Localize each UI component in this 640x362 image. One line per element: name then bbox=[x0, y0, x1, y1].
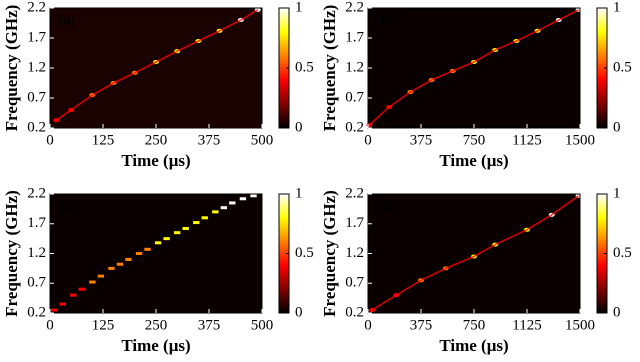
colorbar-tick-label: 0 bbox=[295, 119, 303, 135]
panel-label: (c) bbox=[58, 198, 75, 214]
x-tick-label: 1500 bbox=[565, 317, 595, 333]
ridge-segment bbox=[220, 206, 228, 210]
x-tick-label: 125 bbox=[92, 132, 115, 148]
x-tick-label: 375 bbox=[410, 317, 433, 333]
y-axis-label: Frequency (GHz) bbox=[320, 5, 339, 132]
x-tick-label: 750 bbox=[463, 317, 486, 333]
ridge-segment bbox=[89, 280, 96, 284]
ridge-segment bbox=[125, 257, 132, 261]
x-tick-label: 1500 bbox=[565, 132, 595, 148]
ridge-segment bbox=[193, 221, 200, 225]
ridge-segment bbox=[174, 231, 181, 235]
y-tick-label: 0.2 bbox=[27, 304, 46, 320]
colorbar-tick-label: 0 bbox=[613, 119, 621, 135]
colorbar-tick-label: 1 bbox=[295, 0, 303, 15]
y-tick-label: 0.7 bbox=[27, 89, 46, 105]
x-tick-label: 250 bbox=[145, 132, 168, 148]
panel-label: (d) bbox=[376, 198, 394, 214]
y-tick-label: 1.2 bbox=[27, 245, 46, 261]
ridge-segment bbox=[135, 252, 143, 255]
x-tick-label: 375 bbox=[198, 132, 221, 148]
x-tick-label: 500 bbox=[251, 132, 274, 148]
y-tick-label: 1.7 bbox=[27, 215, 46, 231]
y-tick-label: 1.2 bbox=[345, 245, 364, 261]
ridge-line bbox=[371, 195, 580, 311]
ridge-segment bbox=[70, 293, 77, 297]
y-tick-label: 2.2 bbox=[27, 0, 46, 15]
ridge-segment bbox=[212, 210, 219, 214]
y-tick-label: 0.2 bbox=[345, 119, 364, 135]
x-tick-label: 1125 bbox=[512, 132, 541, 148]
ridge-segment bbox=[116, 262, 124, 266]
y-tick-label: 0.7 bbox=[345, 89, 364, 105]
ridge-segment bbox=[78, 287, 85, 291]
colorbar-tick-label: 0 bbox=[613, 304, 621, 320]
ridge-segment bbox=[163, 237, 170, 241]
colorbar-tick-label: 0.5 bbox=[613, 59, 632, 75]
ridge-segment bbox=[108, 266, 115, 270]
y-axis-label: Frequency (GHz) bbox=[320, 190, 339, 317]
colorbar-tick-label: 1 bbox=[295, 185, 303, 201]
ridge-segment bbox=[201, 216, 208, 220]
y-tick-label: 1.7 bbox=[345, 215, 364, 231]
ridge-line bbox=[368, 9, 579, 126]
x-axis-label: Time (μs) bbox=[439, 336, 508, 355]
ridge-segment bbox=[144, 247, 151, 251]
ridge-segment bbox=[182, 227, 189, 231]
ridge-segment bbox=[250, 194, 257, 198]
x-axis-label: Time (μs) bbox=[121, 336, 190, 355]
ridge-segment bbox=[239, 197, 247, 201]
y-tick-label: 0.7 bbox=[345, 275, 364, 291]
colorbar-tick-label: 0 bbox=[295, 304, 303, 320]
x-tick-label: 750 bbox=[463, 132, 486, 148]
y-tick-label: 0.2 bbox=[345, 304, 364, 320]
colorbar-tick-label: 0.5 bbox=[295, 59, 314, 75]
y-tick-label: 1.7 bbox=[345, 29, 364, 45]
y-tick-label: 1.7 bbox=[27, 29, 46, 45]
plot-background bbox=[368, 194, 580, 313]
ridge-segment bbox=[51, 308, 58, 312]
y-tick-label: 2.2 bbox=[345, 0, 364, 15]
y-tick-label: 1.2 bbox=[345, 59, 364, 75]
y-tick-label: 2.2 bbox=[27, 185, 46, 201]
colorbar-tick-label: 0.5 bbox=[613, 245, 632, 261]
x-tick-label: 125 bbox=[92, 317, 115, 333]
y-tick-label: 0.2 bbox=[27, 119, 46, 135]
ridge-line bbox=[55, 9, 259, 121]
x-tick-label: 375 bbox=[198, 317, 221, 333]
y-tick-label: 0.7 bbox=[27, 275, 46, 291]
y-tick-label: 2.2 bbox=[345, 185, 364, 201]
x-tick-label: 500 bbox=[251, 317, 274, 333]
colorbar-tick-label: 1 bbox=[613, 0, 621, 15]
x-tick-label: 0 bbox=[46, 317, 54, 333]
y-tick-label: 1.2 bbox=[27, 59, 46, 75]
x-axis-label: Time (μs) bbox=[439, 151, 508, 170]
x-tick-label: 0 bbox=[364, 132, 372, 148]
y-axis-label: Frequency (GHz) bbox=[2, 5, 21, 132]
ridge-segment bbox=[59, 302, 66, 306]
x-axis-label: Time (μs) bbox=[121, 151, 190, 170]
panel-label: (a) bbox=[58, 12, 76, 28]
x-tick-label: 0 bbox=[364, 317, 372, 333]
colorbar-tick-label: 0.5 bbox=[295, 245, 314, 261]
x-tick-label: 0 bbox=[46, 132, 54, 148]
ridge-segment bbox=[229, 201, 236, 205]
colorbar-tick-label: 1 bbox=[613, 185, 621, 201]
ridge-segment bbox=[154, 241, 162, 245]
plot-background bbox=[50, 194, 262, 313]
x-tick-label: 1125 bbox=[512, 317, 541, 333]
x-tick-label: 375 bbox=[410, 132, 433, 148]
x-tick-label: 250 bbox=[145, 317, 168, 333]
panel-label: (b) bbox=[376, 12, 394, 28]
ridge-segment bbox=[97, 274, 105, 278]
y-axis-label: Frequency (GHz) bbox=[2, 190, 21, 317]
